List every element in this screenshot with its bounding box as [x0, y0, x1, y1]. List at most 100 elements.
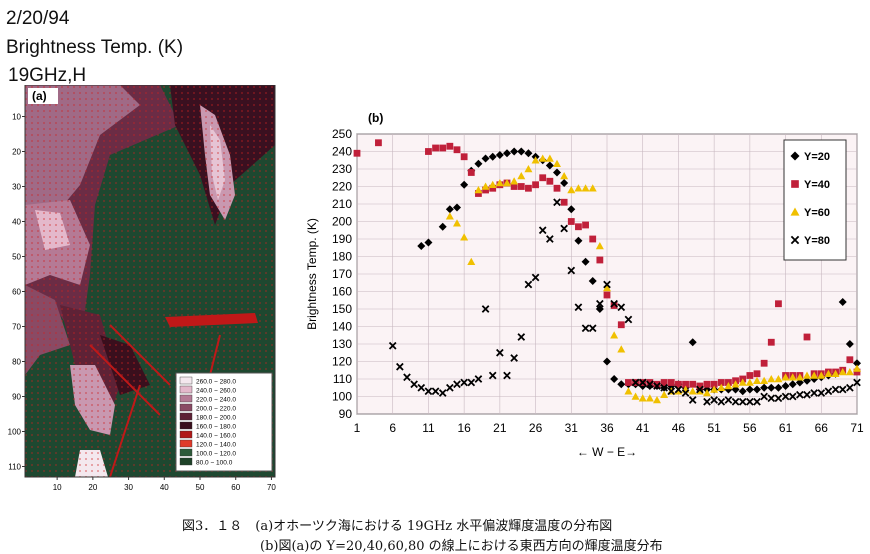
scatter-point: [760, 376, 769, 384]
scatter-point: [667, 387, 676, 396]
scatter-point: [510, 354, 518, 362]
scatter-point: [689, 380, 697, 388]
heatmap-legend-swatch: [179, 385, 193, 394]
scatter-x-tick-label: 21: [493, 421, 507, 435]
scatter-point: [788, 392, 797, 401]
scatter-point: [567, 218, 575, 225]
scatter-point: [567, 186, 576, 194]
heatmap-legend-swatch: [179, 412, 193, 421]
heatmap-legend-label: 260.0 − 280.0: [196, 379, 236, 386]
scatter-point: [560, 179, 569, 187]
scatter-point: [731, 397, 740, 406]
heatmap-legend-label: 220.0 − 240.0: [196, 397, 236, 404]
scatter-x-tick-label: 31: [565, 421, 579, 435]
scatter-point: [724, 396, 733, 404]
heatmap-x-tick-label: 50: [196, 483, 205, 492]
heatmap-legend-swatch: [179, 394, 193, 403]
heatmap-legend-label: 140.0 − 160.0: [196, 433, 236, 440]
panel-b-label: (b): [368, 111, 383, 125]
scatter-point: [467, 169, 475, 176]
heatmap-y-tick-label: 20: [12, 148, 21, 157]
scatter-point: [482, 186, 489, 194]
scatter-point: [638, 378, 647, 387]
heatmap-y-tick-label: 70: [12, 323, 21, 332]
scatter-y-tick-label: 90: [339, 407, 353, 421]
scatter-point: [553, 159, 561, 167]
scatter-y-tick-label: 160: [332, 285, 352, 299]
scatter-point: [731, 380, 740, 388]
scatter-point: [424, 387, 433, 396]
scatter-point: [546, 177, 554, 185]
scatter-x-tick-label: 71: [850, 421, 864, 435]
scatter-point: [617, 345, 626, 353]
scatter-point: [553, 198, 561, 207]
scatter-point: [474, 159, 483, 168]
scatter-point: [610, 299, 618, 308]
scatter-point: [638, 394, 647, 402]
scatter-point: [853, 359, 861, 368]
scatter-point: [495, 179, 504, 187]
scatter-point: [696, 385, 704, 394]
scatter-point: [795, 378, 804, 387]
scatter-point: [603, 291, 611, 299]
scatter-legend-marker: [790, 151, 800, 161]
scatter-point: [539, 174, 547, 182]
scatter-point: [631, 392, 640, 400]
caption-line-2: (b)図(a)の Y=20,40,60,80 の線上における東西方向の輝度温度分…: [260, 539, 663, 554]
header-title: Brightness Temp. (K): [6, 37, 184, 58]
scatter-point: [524, 280, 533, 289]
scatter-point: [438, 389, 447, 397]
scatter-point: [767, 375, 776, 383]
scatter-point: [481, 154, 490, 163]
scatter-point: [675, 380, 682, 388]
scatter-point: [460, 180, 469, 189]
heatmap-legend-swatch: [179, 448, 193, 457]
scatter-y-tick-label: 250: [332, 127, 352, 141]
scatter-point: [545, 154, 554, 162]
scatter-point: [532, 181, 539, 189]
scatter-legend-label: Y=20: [804, 151, 830, 163]
panel-a-label-box: [28, 88, 58, 104]
scatter-point: [410, 380, 418, 389]
scatter-point: [467, 257, 476, 265]
scatter-point: [417, 383, 426, 392]
scatter-y-tick-label: 170: [332, 267, 352, 281]
header-band: 19GHz,H: [8, 65, 87, 86]
scatter-y-tick-label: 190: [332, 232, 352, 246]
scatter-point: [731, 385, 740, 394]
scatter-point: [831, 369, 840, 377]
scatter-point: [517, 147, 526, 156]
scatter-point: [467, 378, 476, 387]
scatter-point: [845, 368, 854, 376]
scatter-point: [803, 371, 811, 379]
scatter-y-tick-label: 140: [332, 320, 352, 334]
heatmap-x-tick-label: 10: [53, 483, 62, 492]
heatmap-panel: (a) 10 20 30 40 50 60 70 80 90 100 110 10 20 30 40 50 6…: [8, 85, 276, 492]
scatter-legend-marker: [790, 207, 800, 216]
scatter-point: [503, 371, 511, 380]
scatter-point: [710, 380, 718, 388]
scatter-point: [438, 222, 447, 231]
scatter-point: [774, 375, 783, 383]
scatter-point: [603, 357, 611, 366]
scatter-y-tick-label: 180: [332, 250, 352, 264]
scatter-point: [510, 183, 518, 190]
scatter-x-axis-label: ← W − E→: [577, 445, 637, 459]
scatter-point: [688, 396, 697, 404]
scatter-x-tick-label: 11: [422, 421, 435, 435]
scatter-point: [653, 382, 661, 390]
scatter-point: [753, 385, 761, 394]
scatter-point: [610, 302, 618, 309]
scatter-point: [510, 177, 519, 185]
heatmap-x-tick-label: 20: [88, 483, 97, 492]
scatter-x-tick-label: 66: [815, 421, 829, 435]
scatter-point: [696, 382, 704, 390]
scatter-point: [775, 300, 782, 308]
scatter-point: [753, 376, 761, 384]
scatter-point: [524, 165, 533, 173]
heatmap-y-tick-label: 50: [12, 253, 21, 262]
heatmap-legend-label: 160.0 − 180.0: [196, 424, 236, 431]
heatmap-legend-label: 100.0 − 120.0: [196, 451, 236, 458]
scatter-point: [560, 198, 568, 206]
scatter-point: [353, 149, 361, 157]
